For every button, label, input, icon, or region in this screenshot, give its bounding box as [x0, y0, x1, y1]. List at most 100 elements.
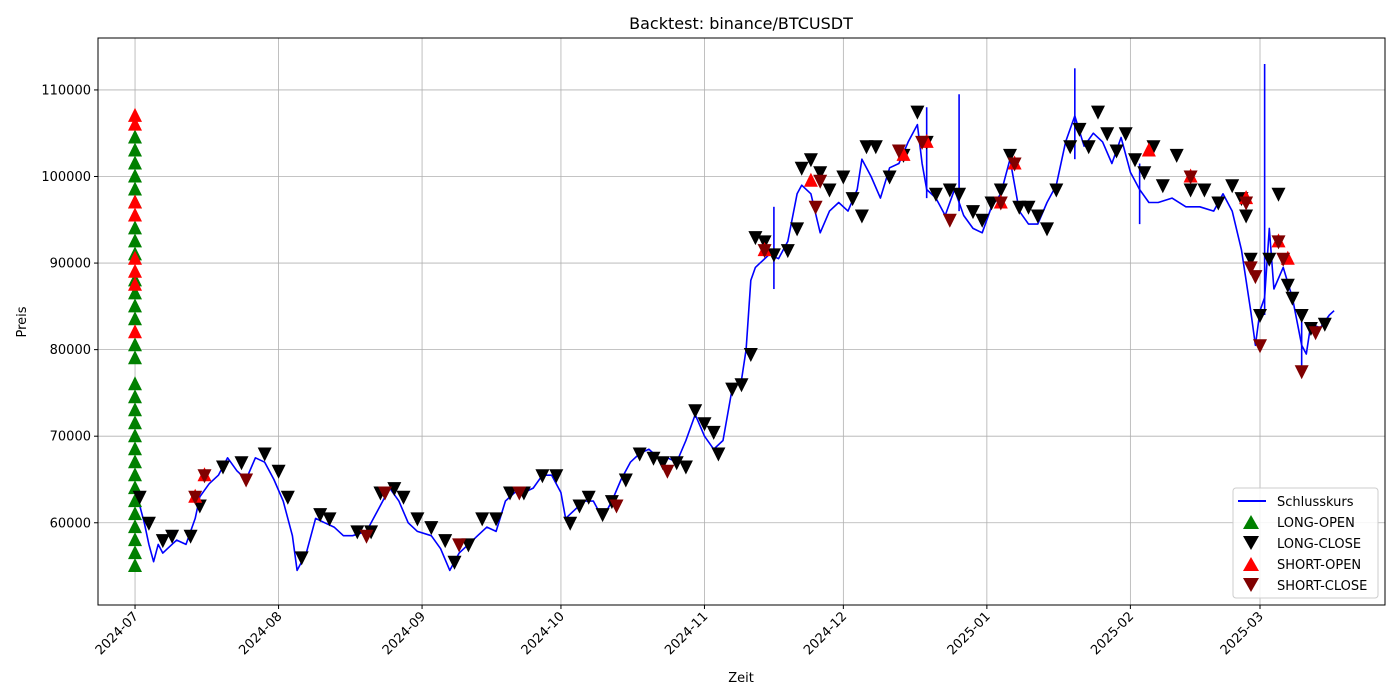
long-close-marker: [1211, 196, 1226, 211]
y-tick-label: 70000: [50, 430, 91, 445]
long-close-marker: [1128, 153, 1142, 168]
y-tick-label: 60000: [50, 516, 91, 531]
short-close-marker: [1308, 326, 1323, 341]
short-close-marker: [891, 144, 906, 159]
long-close-marker: [132, 490, 147, 505]
long-close-marker: [984, 196, 999, 211]
long-close-marker: [646, 451, 661, 466]
long-close-marker: [1146, 140, 1161, 155]
long-close-marker: [1197, 183, 1212, 198]
long-close-marker: [155, 534, 170, 549]
long-close-marker: [1030, 209, 1045, 224]
long-close-marker: [711, 447, 726, 462]
short-open-marker: [128, 116, 142, 131]
long-close-marker: [748, 231, 763, 246]
long-close-marker: [396, 490, 411, 505]
long-close-marker: [822, 183, 837, 198]
long-open-marker: [128, 480, 142, 495]
y-axis-label: Preis: [15, 306, 30, 337]
short-close-marker: [512, 486, 527, 501]
legend-label-long-open: LONG-OPEN: [1277, 516, 1355, 531]
short-open-marker: [803, 172, 818, 187]
long-open-marker: [128, 493, 142, 508]
short-close-marker: [1294, 365, 1309, 380]
long-close-marker: [845, 192, 860, 207]
short-close-marker: [1253, 339, 1267, 354]
long-close-marker: [563, 516, 578, 531]
long-open-marker: [128, 532, 142, 547]
long-close-marker: [669, 456, 684, 471]
short-open-marker: [1141, 142, 1156, 157]
long-close-marker: [1155, 179, 1170, 194]
long-open-marker: [128, 415, 142, 430]
short-close-marker: [1007, 157, 1022, 172]
long-close-marker: [1081, 140, 1096, 155]
long-close-marker: [952, 187, 967, 202]
long-open-marker: [128, 285, 142, 300]
short-open-marker: [128, 250, 142, 265]
long-close-marker: [632, 447, 647, 462]
long-close-marker: [410, 512, 425, 527]
long-close-marker: [192, 499, 207, 514]
legend-box: [1232, 487, 1379, 599]
legend: Schlusskurs LONG-OPEN LONG-CLOSE SHORT-O…: [1232, 487, 1379, 599]
long-close-marker: [535, 469, 550, 484]
short-open-marker: [128, 276, 142, 291]
long-open-marker: [128, 506, 142, 521]
long-close-marker: [706, 425, 721, 440]
long-open-marker: [128, 519, 142, 534]
short-open-marker: [128, 194, 142, 209]
long-close-marker: [438, 534, 453, 549]
short-open-marker: [128, 107, 142, 122]
long-close-marker: [183, 529, 198, 544]
long-close-marker: [1021, 200, 1036, 215]
long-close-marker: [942, 183, 957, 198]
long-close-marker: [1280, 278, 1295, 293]
long-open-marker: [128, 311, 142, 326]
long-open-marker: [128, 376, 142, 391]
short-close-marker: [197, 469, 212, 484]
long-close-marker: [910, 105, 925, 120]
long-open-marker: [128, 220, 142, 235]
legend-short-close-icon: [1243, 578, 1259, 592]
x-axis-label: Zeit: [728, 671, 754, 686]
short-open-marker: [128, 324, 142, 339]
short-close-marker: [1248, 270, 1263, 285]
long-open-marker: [128, 350, 142, 365]
long-close-marker: [1285, 291, 1300, 306]
long-close-marker: [697, 417, 712, 432]
long-close-marker: [993, 183, 1008, 198]
long-open-marker: [128, 168, 142, 183]
close-price-path: [134, 115, 1335, 572]
long-close-marker: [141, 516, 156, 531]
long-open-marker: [128, 337, 142, 352]
long-close-marker: [734, 378, 749, 393]
long-open-marker: [128, 467, 142, 482]
long-close-marker: [271, 464, 286, 479]
short-open-marker: [128, 263, 142, 278]
y-tick-label: 90000: [50, 257, 91, 272]
long-open-marker: [128, 428, 142, 443]
chart-title: Backtest: binance/BTCUSDT: [629, 14, 853, 33]
long-close-marker: [725, 382, 740, 397]
long-close-marker: [581, 490, 596, 505]
long-close-marker: [794, 161, 809, 176]
long-close-marker: [1239, 209, 1254, 224]
short-open-marker: [128, 207, 142, 222]
long-close-marker: [1137, 166, 1152, 181]
legend-short-open-icon: [1243, 557, 1259, 571]
long-close-marker: [165, 529, 180, 544]
long-close-marker: [350, 525, 365, 540]
long-close-marker: [1294, 309, 1309, 323]
long-close-marker: [313, 508, 328, 523]
long-close-marker: [475, 512, 490, 527]
long-open-marker: [128, 142, 142, 157]
long-close-marker: [1169, 148, 1184, 163]
long-close-marker: [780, 244, 795, 259]
long-close-marker: [234, 456, 249, 471]
short-close-marker: [1243, 261, 1258, 276]
legend-long-open-icon: [1243, 515, 1259, 529]
long-open-marker: [128, 454, 142, 469]
long-close-marker: [854, 209, 869, 224]
